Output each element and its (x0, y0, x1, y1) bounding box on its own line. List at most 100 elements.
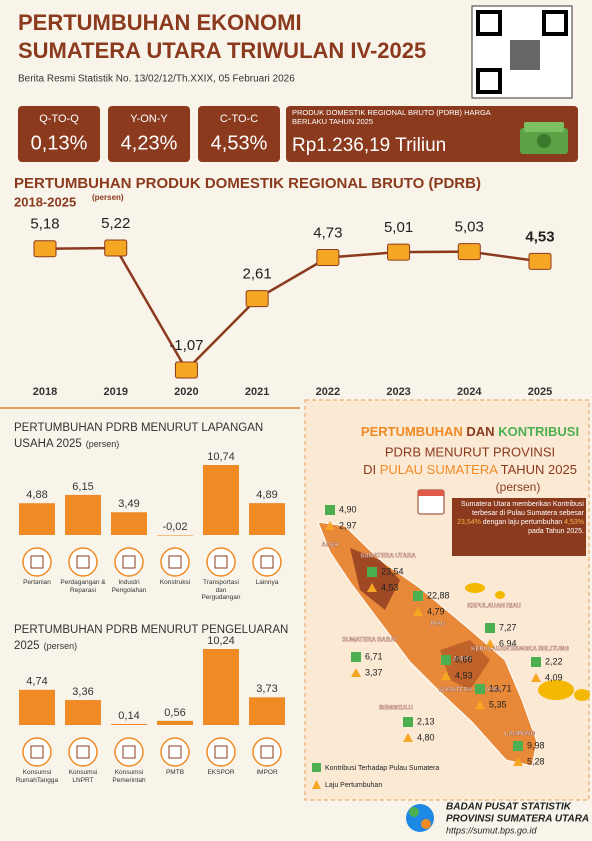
x-tick-label-holder: Konstruksi (160, 579, 190, 586)
value-label: 3,73 (256, 683, 277, 695)
kontribusi-value: 2,22 (545, 656, 563, 666)
bar (157, 720, 193, 725)
bar (65, 700, 101, 725)
legend-label: Kontribusi Terhadap Pulau Sumatera (325, 765, 439, 772)
category-icon (252, 737, 282, 767)
laju-marker (367, 583, 377, 592)
category-icon (114, 737, 144, 767)
x-tick-label-holder: IMPOR (256, 769, 278, 776)
x-tick-label-holder: Transportasi dan Pergudangan (201, 579, 240, 601)
marker (457, 243, 481, 261)
callout-box (452, 498, 586, 556)
bar (249, 697, 285, 725)
x-tick-label-holder: Pertanian (23, 579, 51, 586)
value-label: 5,18 (30, 216, 59, 233)
province-name: SUMATERA BARAT (342, 638, 398, 644)
kpi-value: 0,13% (31, 132, 88, 154)
laju-marker (403, 733, 413, 742)
callout-text: dengan laju pertumbuhan (480, 519, 565, 526)
province-name: BENGKULU (379, 706, 413, 712)
x-tick-label: 2021 (245, 386, 269, 398)
footer-province: PROVINSI SUMATERA UTARA (446, 814, 589, 825)
subtitle: Berita Resmi Statistik No. 13/02/12/Th.X… (18, 74, 295, 85)
map-title-part: PULAU SUMATERA (380, 462, 499, 477)
marker (33, 240, 57, 258)
bar (19, 503, 55, 535)
kontribusi-value: 9,98 (527, 740, 545, 750)
category-icon-glyph (214, 745, 228, 759)
marker (387, 243, 411, 261)
value-label: 3,36 (72, 686, 93, 698)
province-name: ACEH (321, 543, 338, 549)
kontribusi-marker (513, 741, 523, 751)
x-tick-label-holder: Perdagangan & Reparasi (60, 579, 106, 594)
category-icon (68, 737, 98, 767)
x-tick-label-holder: PMTB (165, 769, 185, 776)
x-tick-label-holder: Industri Pengolahan (111, 579, 147, 594)
category-icon-glyph (214, 555, 228, 569)
bar (111, 512, 147, 535)
value-label: 5,03 (455, 219, 484, 236)
kontribusi-value: 2,13 (417, 716, 435, 726)
callout-text: Sumatera Utara memberikan Kontribusi ter… (461, 501, 584, 517)
x-tick-label: IMPOR (256, 769, 278, 776)
kontribusi-marker (485, 623, 495, 633)
kontribusi-marker (403, 717, 413, 727)
bar (157, 535, 193, 536)
value-label: 4,74 (26, 676, 47, 688)
laju-marker (475, 700, 485, 709)
x-tick-label: EKSPOR (207, 769, 235, 776)
laju-value: 5,35 (489, 699, 507, 709)
chart-unit: (persen) (85, 439, 120, 449)
marker (316, 249, 340, 267)
value-label: 2,61 (243, 266, 272, 283)
kontribusi-marker (413, 591, 423, 601)
money-icon (520, 122, 568, 154)
chart-title: PERTUMBUHAN PDRB MENURUT LAPANGAN USAHA … (14, 422, 264, 450)
pdrb-box (286, 106, 578, 162)
laju-marker (441, 671, 451, 680)
title: SUMATERA UTARA TRIWULAN IV-2025 (18, 38, 426, 63)
map-title-part: KONTRIBUSI (498, 424, 579, 439)
laju-value: 3,37 (365, 667, 383, 677)
laju-marker (513, 757, 523, 766)
kontribusi-marker (531, 657, 541, 667)
value-label: 10,74 (207, 451, 235, 463)
legend-swatch (312, 763, 321, 772)
map-panel (304, 399, 590, 801)
legend-label: Laju Pertumbuhan (325, 782, 382, 789)
x-tick-label: Perdagangan & Reparasi (60, 579, 106, 594)
x-tick-label: 2019 (103, 386, 127, 398)
x-tick-label: 2018 (33, 386, 57, 398)
callout: Sumatera Utara memberikan Kontribusi ter… (454, 500, 584, 536)
value-label: 5,01 (384, 219, 413, 236)
pdrb-value: Rp1.236,19 Triliun (292, 135, 446, 156)
laju-value: 4,79 (427, 606, 445, 616)
category-icon-glyph (260, 555, 274, 569)
chart-unit: (persen) (43, 641, 78, 651)
callout-text: pada Tahun 2025. (528, 528, 584, 535)
category-icon (22, 547, 52, 577)
x-tick-label: Konsumsi RumahTangga (15, 769, 59, 784)
calendar-icon (417, 489, 445, 515)
value-label: 4,73 (313, 224, 342, 241)
kpi-box (108, 106, 190, 162)
x-tick-label: PMTB (165, 769, 185, 776)
laju-marker (531, 673, 541, 682)
kpi-box (198, 106, 280, 162)
category-icon (160, 547, 190, 577)
x-tick-label: Industri Pengolahan (111, 579, 147, 594)
bar (111, 723, 147, 725)
map-title: PDRB MENURUT PROVINSI (385, 444, 555, 459)
kontribusi-marker (325, 505, 335, 515)
category-icon-glyph (168, 555, 182, 569)
chart-unit: (persen) (92, 193, 124, 202)
category-icon (68, 547, 98, 577)
callout-highlight: 4,53% (564, 519, 584, 526)
map-title: PERTUMBUHAN DAN KONTRIBUSI (361, 424, 579, 439)
category-icon (160, 737, 190, 767)
x-tick-label: 2024 (457, 386, 482, 398)
kontribusi-value: 7,27 (499, 622, 517, 632)
category-icon-glyph (168, 745, 182, 759)
